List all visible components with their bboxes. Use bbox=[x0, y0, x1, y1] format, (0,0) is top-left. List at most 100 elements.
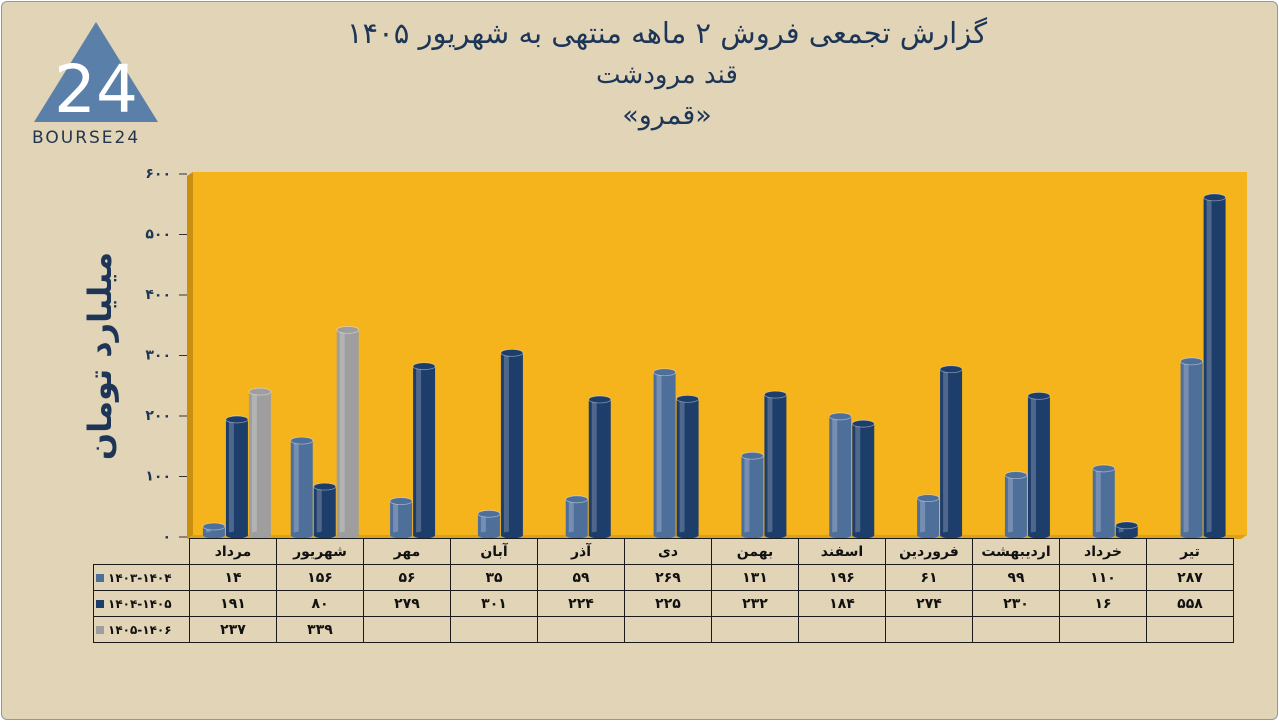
table-category-label: اسفند bbox=[798, 538, 886, 565]
table-value-cell: ۹۹ bbox=[972, 564, 1060, 591]
table-value-cell bbox=[711, 616, 799, 643]
bar-0-1 bbox=[225, 415, 249, 539]
plot-area bbox=[193, 172, 1247, 535]
table-row-series-2: ۱۴۰۴-۱۴۰۵ ۱۹۱ ۸۰ ۲۷۹ ۳۰۱ ۲۲۴ ۲۲۵ ۲۳۲ ۱۸۴ ۲۷۴ ۲۳۰ ۱۶… bbox=[93, 590, 1234, 617]
table-value-cell: ۲۳۰ bbox=[972, 590, 1060, 617]
chart-title-line2: قند مرودشت bbox=[596, 60, 738, 90]
table-value-cell bbox=[972, 616, 1060, 643]
y-tick-label: ۶۰۰ bbox=[145, 166, 171, 182]
chart-title-line1: گزارش تجمعی فروش ۲ ماهه منتهی به شهریور … bbox=[346, 16, 988, 50]
y-tick-label: ۰ bbox=[162, 529, 171, 545]
table-value-cell bbox=[450, 616, 538, 643]
table-value-cell: ۲۷۴ bbox=[885, 590, 973, 617]
table-value-cell: ۱۸۴ bbox=[798, 590, 886, 617]
legend-label: ۱۴۰۴-۱۴۰۵ bbox=[108, 596, 172, 611]
table-value-cell: ۲۲۴ bbox=[537, 590, 625, 617]
bar-6-1 bbox=[764, 390, 787, 539]
legend-swatch bbox=[96, 574, 104, 582]
bar-0-2 bbox=[248, 387, 272, 539]
legend-swatch bbox=[96, 626, 104, 634]
logo-triangle bbox=[34, 22, 158, 122]
bar-8-0 bbox=[916, 494, 940, 539]
bar-2-0 bbox=[389, 497, 413, 539]
table-category-label: مرداد bbox=[189, 538, 277, 565]
bar-5-0 bbox=[653, 368, 676, 539]
y-tick-label: ۴۰۰ bbox=[145, 287, 171, 303]
table-row-series-3: ۱۴۰۵-۱۴۰۶ ۲۳۷ ۳۳۹ bbox=[93, 616, 1234, 643]
table-value-cell: ۵۵۸ bbox=[1146, 590, 1234, 617]
table-value-cell: ۶۱ bbox=[885, 564, 973, 591]
y-tick-label: ۱۰۰ bbox=[145, 469, 171, 485]
table-value-cell: ۱۱۰ bbox=[1059, 564, 1147, 591]
y-tick-label: ۲۰۰ bbox=[145, 408, 171, 424]
bar-11-1 bbox=[1203, 193, 1226, 539]
table-category-label: تیر bbox=[1146, 538, 1234, 565]
bar-9-0 bbox=[1004, 471, 1028, 539]
bar-3-0 bbox=[477, 509, 501, 539]
bar-3-1 bbox=[500, 348, 524, 539]
table-category-label: آذر bbox=[537, 538, 625, 565]
table-value-cell: ۱۴ bbox=[189, 564, 277, 591]
bar-1-2 bbox=[336, 326, 360, 539]
bar-10-1 bbox=[1115, 521, 1139, 539]
bar-0-0 bbox=[202, 522, 226, 539]
plot-side-wall bbox=[187, 172, 193, 539]
table-value-cell: ۲۳۲ bbox=[711, 590, 799, 617]
table-value-cell bbox=[1059, 616, 1147, 643]
logo-number: 24 bbox=[54, 51, 138, 128]
table-value-cell: ۳۵ bbox=[450, 564, 538, 591]
bar-7-1 bbox=[851, 419, 875, 539]
bar-11-0 bbox=[1180, 357, 1203, 539]
table-header-row: مرداد شهریور مهر آبان آذر دی بهمن اسفند فروردین ا… bbox=[93, 538, 1234, 565]
table-value-cell bbox=[885, 616, 973, 643]
table-value-cell: ۱۳۱ bbox=[711, 564, 799, 591]
table-value-cell bbox=[363, 616, 451, 643]
data-table: مرداد شهریور مهر آبان آذر دی بهمن اسفند فروردین ا… bbox=[93, 538, 1234, 643]
table-category-label: مهر bbox=[363, 538, 451, 565]
y-tick-label: ۵۰۰ bbox=[145, 227, 171, 243]
bourse24-logo: 24 bbox=[34, 22, 158, 128]
table-value-cell: ۳۰۱ bbox=[450, 590, 538, 617]
table-value-cell bbox=[624, 616, 712, 643]
table-value-cell: ۲۲۵ bbox=[624, 590, 712, 617]
table-value-cell bbox=[537, 616, 625, 643]
table-corner bbox=[93, 538, 190, 565]
table-category-label: بهمن bbox=[711, 538, 799, 565]
y-tick-label: ۳۰۰ bbox=[145, 348, 171, 364]
table-value-cell: ۸۰ bbox=[276, 590, 364, 617]
bar-5-1 bbox=[676, 394, 699, 539]
legend-swatch bbox=[96, 600, 104, 608]
bar-9-1 bbox=[1027, 391, 1051, 539]
bar-4-0 bbox=[565, 495, 589, 539]
bar-4-1 bbox=[588, 395, 612, 539]
bar-8-1 bbox=[939, 365, 963, 539]
table-category-label: آبان bbox=[450, 538, 538, 565]
table-value-cell: ۲۶۹ bbox=[624, 564, 712, 591]
table-value-cell bbox=[798, 616, 886, 643]
table-value-cell: ۱۶ bbox=[1059, 590, 1147, 617]
table-row-series-1: ۱۴۰۳-۱۴۰۴ ۱۴ ۱۵۶ ۵۶ ۳۵ ۵۹ ۲۶۹ ۱۳۱ ۱۹۶ ۶۱ ۹۹ ۱۱۰ ۲۸۷ bbox=[93, 564, 1234, 591]
bar-6-0 bbox=[741, 451, 764, 539]
table-value-cell: ۵۹ bbox=[537, 564, 625, 591]
table-category-label: دی bbox=[624, 538, 712, 565]
table-value-cell: ۳۳۹ bbox=[276, 616, 364, 643]
table-category-label: شهریور bbox=[276, 538, 364, 565]
table-value-cell bbox=[1146, 616, 1234, 643]
table-value-cell: ۱۵۶ bbox=[276, 564, 364, 591]
table-value-cell: ۲۳۷ bbox=[189, 616, 277, 643]
legend-entry: ۱۴۰۵-۱۴۰۶ bbox=[93, 616, 190, 643]
bar-1-1 bbox=[313, 482, 337, 539]
table-value-cell: ۵۶ bbox=[363, 564, 451, 591]
table-value-cell: ۲۸۷ bbox=[1146, 564, 1234, 591]
legend-label: ۱۴۰۵-۱۴۰۶ bbox=[108, 622, 172, 637]
bar-7-0 bbox=[828, 412, 852, 539]
legend-entry: ۱۴۰۴-۱۴۰۵ bbox=[93, 590, 190, 617]
table-category-label: فروردین bbox=[885, 538, 973, 565]
table-value-cell: ۱۹۱ bbox=[189, 590, 277, 617]
table-category-label: اردیبهشت bbox=[972, 538, 1060, 565]
logo-text: BOURSE24 bbox=[32, 128, 141, 148]
legend-entry: ۱۴۰۳-۱۴۰۴ bbox=[93, 564, 190, 591]
table-value-cell: ۱۹۶ bbox=[798, 564, 886, 591]
